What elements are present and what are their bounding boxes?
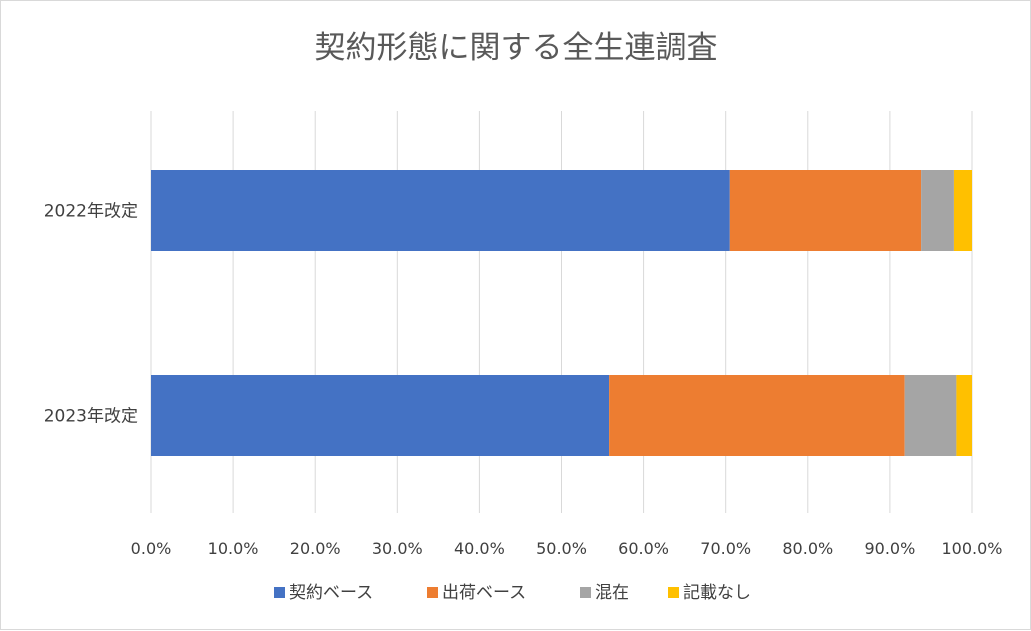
x-tick-label: 50.0% [536, 539, 587, 558]
bar-group [151, 170, 972, 456]
legend-swatch [580, 587, 591, 598]
bar-segment [609, 375, 905, 456]
category-labels: 2022年改定 2023年改定 [44, 202, 138, 427]
x-tick-label: 40.0% [454, 539, 505, 558]
legend-swatch [274, 587, 285, 598]
bar-segment [151, 170, 730, 251]
legend-label: 出荷ベース [442, 583, 526, 603]
legend-swatch [427, 587, 438, 598]
x-tick-label: 100.0% [941, 539, 1002, 558]
x-tick-label: 0.0% [131, 539, 172, 558]
x-tick-label: 30.0% [372, 539, 423, 558]
category-label: 2023年改定 [44, 407, 138, 427]
legend-swatch [668, 587, 679, 598]
chart-title: 契約形態に関する全生連調査 [315, 30, 718, 66]
x-tick-label: 80.0% [782, 539, 833, 558]
x-tick-labels: 0.0% 10.0% 20.0% 30.0% 40.0% 50.0% 60.0% 70.0% 8… [131, 539, 1003, 558]
bar-segment [904, 375, 957, 456]
bar-segment [729, 170, 922, 251]
x-tick-label: 10.0% [208, 539, 259, 558]
x-tick-label: 90.0% [864, 539, 915, 558]
legend: 契約ベース 出荷ベース 混在 記載なし [274, 583, 751, 603]
bar-segment [953, 170, 972, 251]
legend-label: 契約ベース [289, 583, 373, 603]
x-tick-label: 20.0% [290, 539, 341, 558]
bar-segment [151, 375, 610, 456]
x-tick-label: 60.0% [618, 539, 669, 558]
legend-label: 記載なし [683, 583, 751, 603]
legend-label: 混在 [595, 583, 629, 603]
bar-segment [921, 170, 954, 251]
x-tick-label: 70.0% [700, 539, 751, 558]
category-label: 2022年改定 [44, 202, 138, 222]
bar-segment [956, 375, 972, 456]
